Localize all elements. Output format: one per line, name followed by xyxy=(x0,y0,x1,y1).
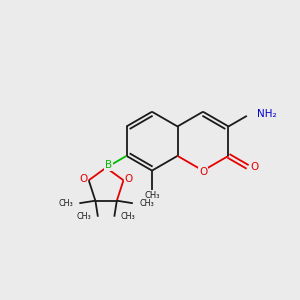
Text: CH₃: CH₃ xyxy=(58,199,73,208)
Text: CH₃: CH₃ xyxy=(77,212,92,221)
Text: O: O xyxy=(199,167,207,177)
Text: CH₃: CH₃ xyxy=(139,199,154,208)
Text: O: O xyxy=(124,174,133,184)
Text: O: O xyxy=(250,162,258,172)
Text: CH₃: CH₃ xyxy=(121,212,136,221)
Text: NH₂: NH₂ xyxy=(257,110,277,119)
Text: B: B xyxy=(105,160,112,170)
Text: CH₃: CH₃ xyxy=(144,190,160,200)
Text: O: O xyxy=(79,174,88,184)
